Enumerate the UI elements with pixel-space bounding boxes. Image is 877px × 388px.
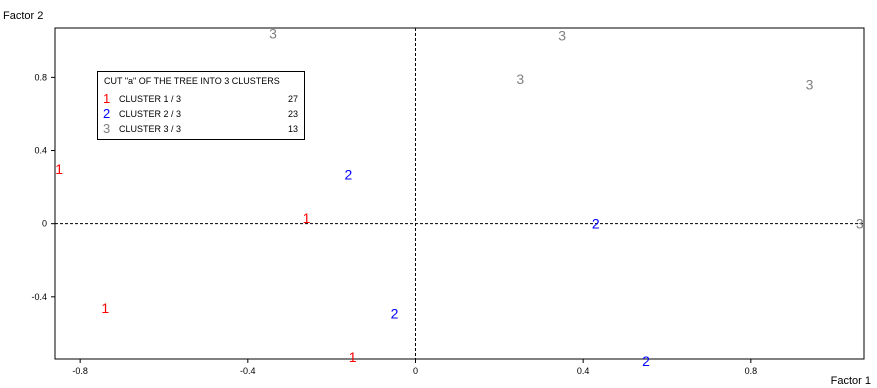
cluster-3-point: 3 <box>856 216 864 232</box>
legend-label: CLUSTER 2 / 3 <box>119 109 182 119</box>
cluster-1-point: 1 <box>55 161 63 177</box>
x-tick-label: 0 <box>413 366 418 376</box>
legend-symbol: 3 <box>103 121 111 136</box>
cluster-2-point: 2 <box>345 166 353 182</box>
legend-symbol: 1 <box>103 91 111 106</box>
legend-count: 23 <box>287 109 298 119</box>
cluster-3-point: 3 <box>806 77 814 93</box>
cluster-3-point: 3 <box>516 71 524 87</box>
legend-count: 13 <box>287 124 298 134</box>
cluster-2-point: 2 <box>391 305 399 321</box>
cluster-legend: CUT "a" OF THE TREE INTO 3 CLUSTERS 1 CL… <box>97 71 305 140</box>
cluster-3-point: 3 <box>558 27 566 43</box>
legend-entry-cluster-3: 3 CLUSTER 3 / 3 13 <box>103 121 298 137</box>
legend-entry-cluster-2: 2 CLUSTER 2 / 3 23 <box>103 106 298 122</box>
cluster-2-point: 2 <box>642 353 650 369</box>
y-tick-label: 0.4 <box>34 146 47 156</box>
cluster-1-point: 1 <box>349 349 357 365</box>
plot-frame <box>54 27 865 360</box>
legend-label: CLUSTER 1 / 3 <box>119 94 182 104</box>
y-tick-label: 0 <box>42 219 47 229</box>
cluster-1-point: 1 <box>303 210 311 226</box>
legend-label: CLUSTER 3 / 3 <box>119 124 182 134</box>
legend-symbol: 2 <box>103 106 111 121</box>
legend-count: 27 <box>287 94 298 104</box>
y-tick-label: 0.8 <box>34 72 47 82</box>
cluster-3-point: 3 <box>269 25 277 41</box>
x-tick-label: -0.4 <box>240 366 256 376</box>
x-tick-label: 0.4 <box>577 366 590 376</box>
x-tick-label: 0.8 <box>745 366 758 376</box>
y-axis-title: Factor 2 <box>3 10 44 22</box>
x-axis-title: Factor 1 <box>830 375 871 387</box>
legend-entry-cluster-1: 1 CLUSTER 1 / 3 27 <box>103 91 298 107</box>
x-tick-label: -0.8 <box>72 366 88 376</box>
y-tick-label: -0.4 <box>31 292 47 302</box>
cluster-2-point: 2 <box>592 216 600 232</box>
cluster-1-point: 1 <box>101 300 109 316</box>
legend-title: CUT "a" OF THE TREE INTO 3 CLUSTERS <box>104 76 280 86</box>
